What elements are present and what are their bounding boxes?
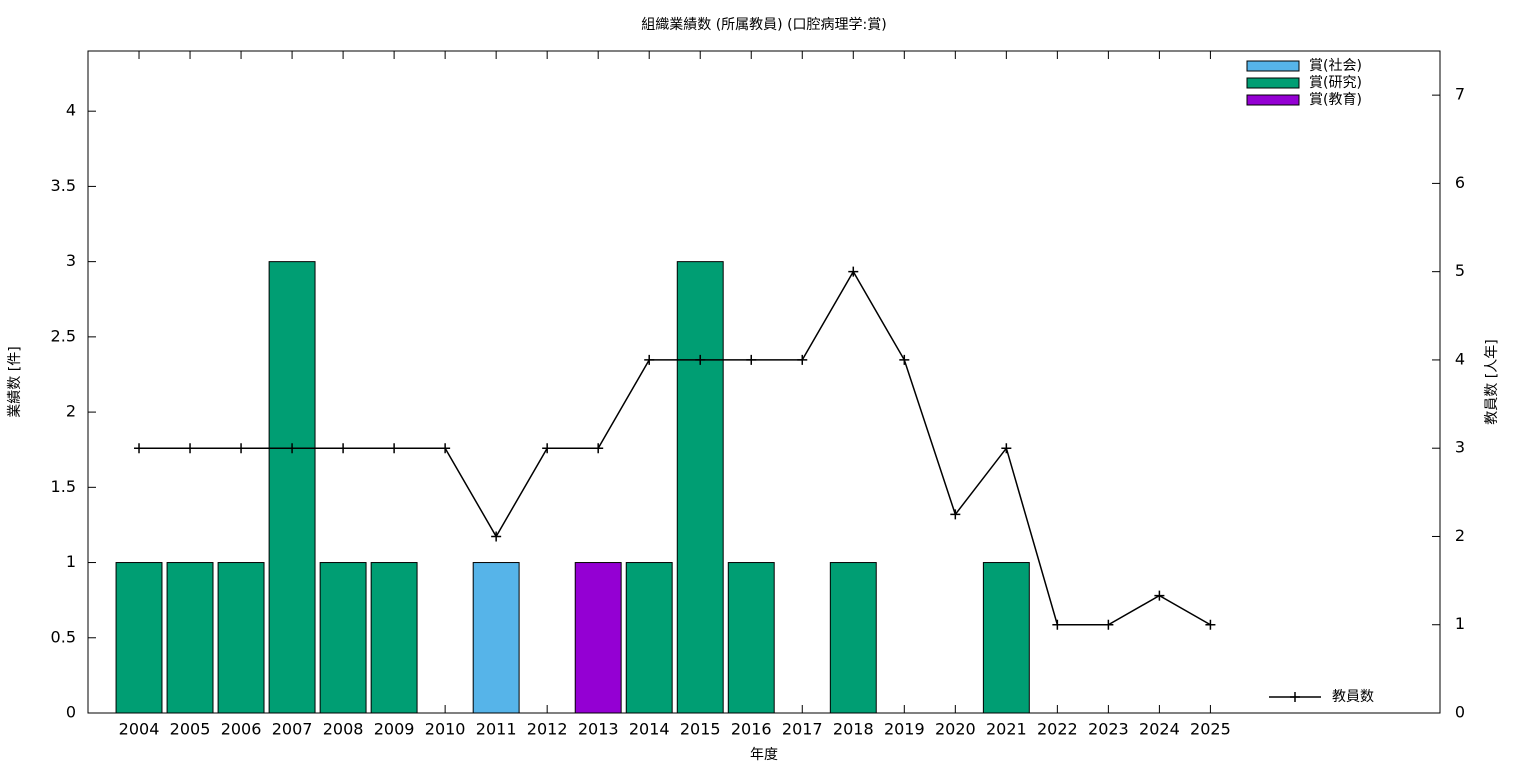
y-tick-label: 3	[66, 251, 76, 270]
legend-swatch	[1246, 60, 1300, 72]
y-tick-label: 2.5	[51, 326, 76, 345]
x-tick-label: 2006	[221, 720, 262, 739]
point	[440, 443, 451, 454]
legend-label: 教員数	[1332, 689, 1374, 705]
y-tick-label: 3.5	[51, 176, 76, 195]
y2-tick-label: 1	[1455, 614, 1465, 633]
x-tick-label: 2011	[476, 720, 517, 739]
y-tick-label: 2	[66, 402, 76, 421]
x-tick-label: 2024	[1139, 720, 1180, 739]
line	[139, 270, 1211, 626]
legend-swatch	[1246, 94, 1300, 106]
x-tick-label: 2004	[119, 720, 160, 739]
bar	[166, 562, 214, 714]
x-tick-label: 2025	[1190, 720, 1231, 739]
x-tick-label: 2007	[272, 720, 313, 739]
y-axis-label: 業績数 [件]	[7, 346, 23, 417]
x-tick-label: 2013	[578, 720, 619, 739]
point	[236, 443, 247, 454]
point	[1052, 619, 1063, 630]
legend-label: 賞(社会)	[1309, 58, 1362, 74]
x-axis-label: 年度	[750, 747, 778, 763]
y-tick-label: 1	[66, 552, 76, 571]
x-tick-label: 2015	[680, 720, 721, 739]
point	[185, 443, 196, 454]
point	[1103, 619, 1114, 630]
y2-tick-label: 3	[1455, 438, 1465, 457]
x-tick-label: 2021	[986, 720, 1027, 739]
x-tick-label: 2020	[935, 720, 976, 739]
y2-tick-label: 2	[1455, 526, 1465, 545]
point	[338, 443, 349, 454]
x-tick-label: 2010	[425, 720, 466, 739]
point	[1205, 619, 1216, 630]
legend-label: 賞(研究)	[1309, 75, 1362, 91]
point	[542, 443, 553, 454]
x-tick-label: 2023	[1088, 720, 1129, 739]
bar	[115, 562, 163, 714]
x-tick-label: 2022	[1037, 720, 1078, 739]
point	[746, 354, 757, 365]
y2-tick-label: 5	[1455, 261, 1465, 280]
bar	[829, 562, 877, 714]
point	[287, 443, 298, 454]
point	[1154, 590, 1165, 601]
point	[593, 443, 604, 454]
point	[491, 531, 502, 542]
bar	[727, 562, 775, 714]
x-tick-label: 2012	[527, 720, 568, 739]
y-tick-label: 0.5	[51, 627, 76, 646]
y2-tick-label: 7	[1455, 85, 1465, 104]
legend-swatch	[1246, 77, 1300, 89]
y-tick-label: 1.5	[51, 477, 76, 496]
bar	[472, 562, 520, 714]
point	[134, 443, 145, 454]
y-tick-label: 0	[66, 703, 76, 722]
point	[644, 354, 655, 365]
x-tick-label: 2019	[884, 720, 925, 739]
point	[797, 354, 808, 365]
bar	[982, 562, 1030, 714]
point	[848, 266, 859, 277]
x-tick-label: 2018	[833, 720, 874, 739]
point	[389, 443, 400, 454]
bar	[676, 261, 724, 714]
bar	[319, 562, 367, 714]
y2-tick-label: 4	[1455, 349, 1465, 368]
chart-title: 組織業績数 (所属教員) (口腔病理学:賞)	[641, 17, 886, 33]
x-tick-label: 2014	[629, 720, 670, 739]
bar	[625, 562, 673, 714]
legend-marker	[1290, 692, 1300, 702]
x-tick-label: 2009	[374, 720, 415, 739]
x-tick-label: 2017	[782, 720, 823, 739]
bar	[217, 562, 265, 714]
x-tick-label: 2016	[731, 720, 772, 739]
legend-label: 賞(教育)	[1309, 92, 1362, 108]
point	[1001, 443, 1012, 454]
bar	[268, 261, 316, 714]
point	[695, 354, 706, 365]
x-tick-label: 2008	[323, 720, 364, 739]
y2-tick-label: 6	[1455, 173, 1465, 192]
y-tick-label: 4	[66, 101, 76, 120]
point	[899, 354, 910, 365]
x-tick-label: 2005	[170, 720, 211, 739]
bar	[370, 562, 418, 714]
y2-axis-label: 教員数 [人年]	[1484, 339, 1500, 424]
bar	[574, 562, 622, 714]
point	[950, 509, 961, 520]
y2-tick-label: 0	[1455, 703, 1465, 722]
